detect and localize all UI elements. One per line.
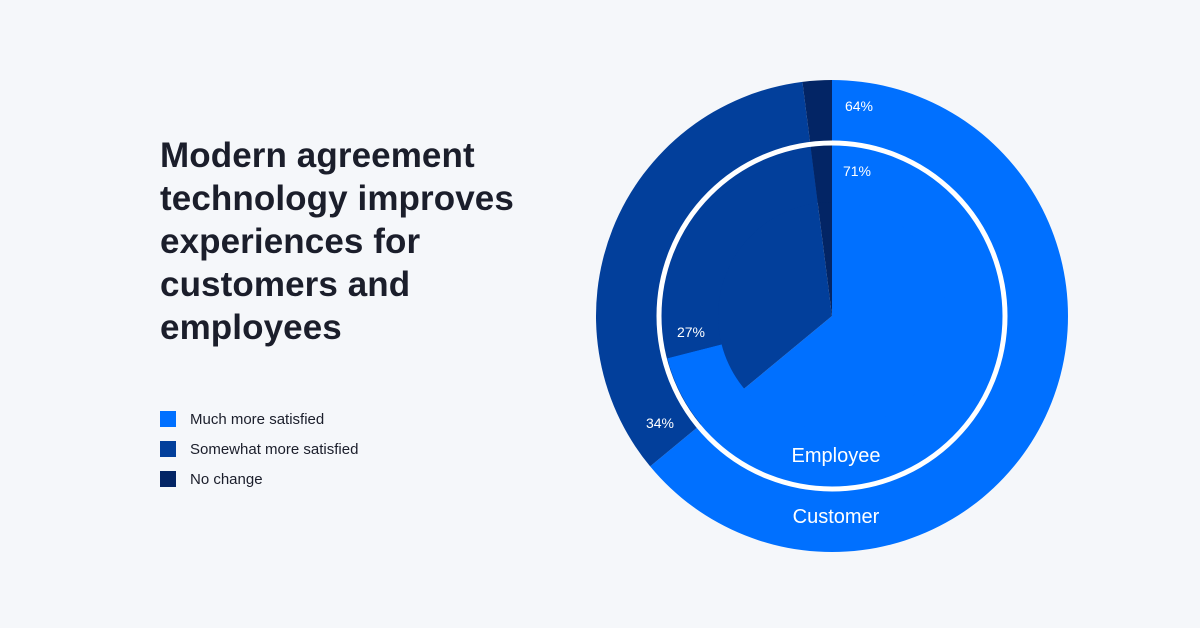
legend-item: No change [160,469,358,489]
chart-labels: 64% 34% 71% 27% Employee Customer [646,98,880,528]
employee-somewhat-more-satisfied-label: 27% [677,324,705,340]
legend-swatch-no-change [160,471,176,487]
inner-ring [662,146,1002,486]
employee-ring-label: Employee [792,445,881,467]
employee-slice-much-more-satisfied [667,146,1002,486]
customer-somewhat-more-satisfied-label: 34% [646,415,674,431]
legend-item: Much more satisfied [160,409,358,429]
employee-slice-somewhat-more-satisfied [662,147,818,359]
legend-item: Somewhat more satisfied [160,439,358,459]
legend-label: No change [190,470,263,488]
employee-much-more-satisfied-label: 71% [843,163,871,179]
chart-title: Modern agreement technology improves exp… [160,136,514,347]
legend-label: Much more satisfied [190,410,325,428]
legend-swatch-much-more-satisfied [160,411,176,427]
ring-separator [656,140,1008,492]
customer-ring-label: Customer [793,506,880,528]
legend-swatch-somewhat-more-satisfied [160,441,176,457]
chart-legend: Much more satisfied Somewhat more satisf… [160,409,358,499]
legend-label: Somewhat more satisfied [190,440,359,458]
customer-much-more-satisfied-label: 64% [845,98,873,114]
employee-slice-no-change [810,146,832,203]
